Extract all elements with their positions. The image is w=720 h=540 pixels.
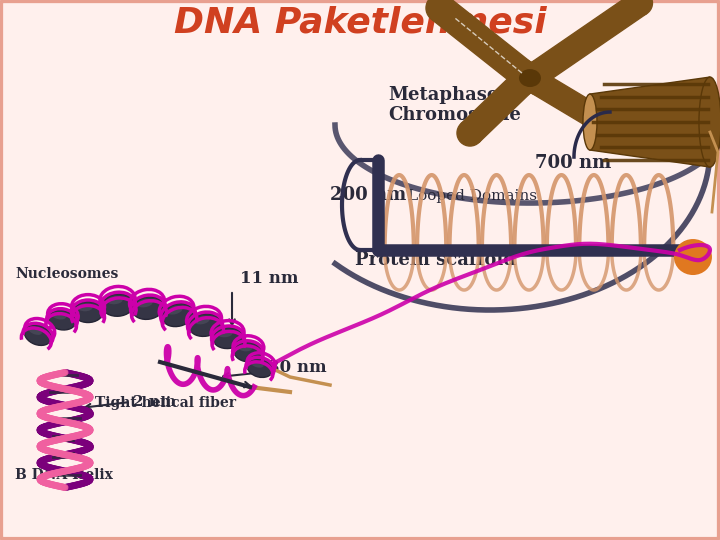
Ellipse shape <box>29 327 42 335</box>
Text: Looped Domains: Looped Domains <box>408 189 537 203</box>
Ellipse shape <box>627 0 652 16</box>
Ellipse shape <box>132 296 164 319</box>
Ellipse shape <box>526 71 550 95</box>
Ellipse shape <box>426 0 454 22</box>
Ellipse shape <box>699 77 720 167</box>
Ellipse shape <box>457 120 483 146</box>
Ellipse shape <box>618 126 642 150</box>
Text: Metaphase
Chromosome: Metaphase Chromosome <box>388 86 521 124</box>
Ellipse shape <box>73 301 103 322</box>
Ellipse shape <box>509 70 535 96</box>
Ellipse shape <box>583 94 597 150</box>
Ellipse shape <box>519 69 541 87</box>
Text: DNA Paketlenmesi: DNA Paketlenmesi <box>174 5 546 39</box>
Text: 200 nm: 200 nm <box>330 186 406 204</box>
Ellipse shape <box>189 314 221 336</box>
Ellipse shape <box>78 304 93 311</box>
Text: Nucleosomes: Nucleosomes <box>15 267 118 281</box>
Text: 30 nm: 30 nm <box>268 359 327 376</box>
Ellipse shape <box>508 59 536 87</box>
Ellipse shape <box>162 303 194 327</box>
Ellipse shape <box>167 306 183 315</box>
Ellipse shape <box>213 327 243 348</box>
Ellipse shape <box>102 294 134 316</box>
Text: Tight helical fiber: Tight helical fiber <box>95 396 236 410</box>
Ellipse shape <box>674 239 712 275</box>
Ellipse shape <box>137 299 153 307</box>
Text: B DNA Helix: B DNA Helix <box>15 468 113 482</box>
Polygon shape <box>431 0 531 84</box>
Text: Protein scaffold: Protein scaffold <box>355 251 516 269</box>
Ellipse shape <box>107 296 123 304</box>
Polygon shape <box>532 73 636 148</box>
Polygon shape <box>531 0 647 83</box>
Ellipse shape <box>526 60 551 85</box>
Text: 11 nm: 11 nm <box>240 270 299 287</box>
Polygon shape <box>461 73 531 143</box>
Ellipse shape <box>53 312 66 320</box>
Ellipse shape <box>247 359 273 377</box>
Ellipse shape <box>24 325 52 346</box>
Ellipse shape <box>251 361 264 368</box>
Ellipse shape <box>217 330 233 338</box>
Text: 700 nm: 700 nm <box>535 154 611 172</box>
Text: 2 nm: 2 nm <box>133 395 176 409</box>
Polygon shape <box>590 77 710 167</box>
Ellipse shape <box>194 316 210 325</box>
Ellipse shape <box>238 345 252 352</box>
Ellipse shape <box>234 342 262 362</box>
Ellipse shape <box>48 310 76 330</box>
